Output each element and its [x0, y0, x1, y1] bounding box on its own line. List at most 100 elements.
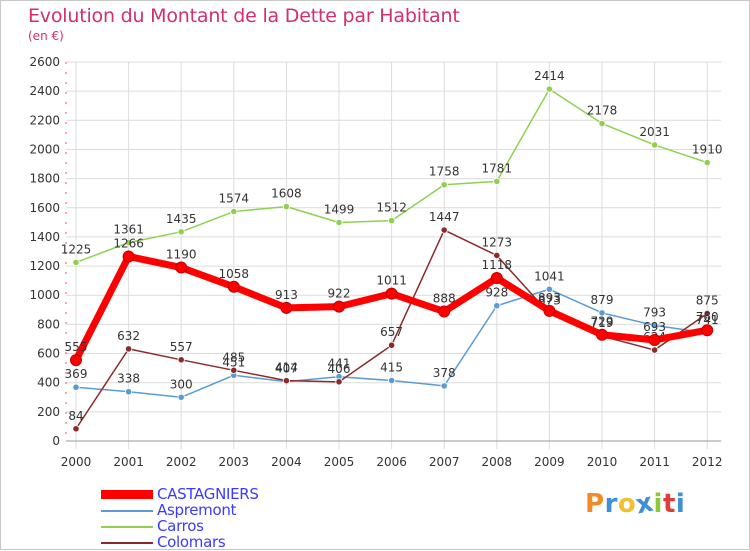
point-colomars-2008 — [493, 251, 501, 260]
point-colomars-2003 — [230, 366, 238, 374]
point-colomars-2005 — [335, 378, 343, 386]
point-castagniers-2005 — [333, 300, 345, 313]
point-carros-2006 — [387, 216, 396, 225]
y-tick-label-1600: 1600 — [29, 201, 60, 215]
data-label-colomars-2012: 875 — [696, 293, 719, 307]
point-carros-2009 — [545, 85, 554, 93]
point-asprement-2001 — [125, 388, 133, 396]
y-tick-label-1200: 1200 — [29, 259, 60, 273]
point-colomars-2012 — [703, 309, 711, 318]
x-tick-label-2007: 2007 — [429, 455, 460, 469]
x-tick-label-2010: 2010 — [587, 455, 618, 469]
legend-item-carros: Carros — [101, 518, 401, 535]
legend-swatch-castagniers — [101, 490, 153, 499]
point-castagniers-2002 — [175, 261, 188, 274]
data-label-carros-2011: 2031 — [639, 125, 670, 139]
x-tick-label-2000: 2000 — [61, 455, 92, 469]
logo-letter: t — [662, 489, 676, 519]
x-tick-label-2004: 2004 — [271, 455, 302, 469]
legend-swatch-colomars — [101, 542, 153, 544]
point-colomars-2011 — [650, 346, 659, 354]
point-castagniers-2004 — [280, 301, 293, 314]
x-tick-label-2003: 2003 — [219, 455, 250, 469]
data-label-asprement-2006: 415 — [380, 361, 403, 375]
logo-letter: P — [585, 489, 605, 519]
y-tick-label-1800: 1800 — [29, 172, 60, 186]
data-label-castagniers-2003: 1058 — [219, 267, 250, 281]
point-castagniers-2003 — [227, 280, 240, 293]
point-carros-2002 — [177, 228, 185, 236]
legend: CASTAGNIERS Aspremont Carros Colomars — [101, 485, 401, 551]
logo-letter: r — [604, 489, 618, 519]
x-tick-label-2001: 2001 — [113, 455, 144, 469]
data-label-castagniers-2009: 893 — [538, 291, 561, 305]
point-carros-2003 — [230, 207, 238, 216]
y-tick-label-400: 400 — [37, 376, 60, 390]
point-asprement-2009 — [545, 285, 554, 293]
point-castagniers-2008 — [490, 272, 503, 285]
x-tick-label-2005: 2005 — [324, 455, 355, 469]
data-label-carros-2012: 1910 — [692, 143, 723, 157]
x-tick-label-2002: 2002 — [166, 455, 197, 469]
data-label-carros-2006: 1512 — [376, 201, 407, 215]
point-castagniers-2000 — [70, 354, 82, 367]
chart-unit: (en €) — [28, 29, 64, 43]
point-carros-2005 — [335, 218, 343, 227]
x-tick-label-2009: 2009 — [534, 455, 565, 469]
legend-item-castagniers: CASTAGNIERS — [101, 485, 401, 503]
x-tick-label-2008: 2008 — [482, 455, 513, 469]
point-asprement-2010 — [598, 309, 606, 317]
point-carros-2012 — [703, 158, 711, 167]
point-carros-2008 — [493, 177, 501, 185]
legend-label-aspremont: Aspremont — [157, 501, 237, 519]
y-tick-label-0: 0 — [52, 434, 60, 448]
x-tick-label-2011: 2011 — [639, 455, 670, 469]
data-label-castagniers-2008: 1118 — [482, 258, 513, 272]
data-label-colomars-2008: 1273 — [482, 235, 513, 249]
legend-swatch-aspremont — [101, 510, 153, 512]
point-colomars-2000 — [72, 425, 80, 433]
data-label-castagniers-2002: 1190 — [166, 248, 197, 262]
data-label-colomars-2005: 406 — [328, 362, 351, 376]
data-label-castagniers-2005: 922 — [328, 287, 351, 301]
x-tick-label-2006: 2006 — [376, 455, 407, 469]
data-label-carros-2002: 1435 — [166, 212, 197, 226]
legend-label-colomars: Colomars — [157, 533, 226, 551]
data-label-colomars-2010: 719 — [591, 316, 614, 330]
data-label-carros-2009: 2414 — [534, 69, 565, 83]
point-asprement-2002 — [177, 393, 185, 401]
point-colomars-2004 — [282, 377, 290, 385]
data-label-asprement-2000: 369 — [65, 367, 88, 381]
point-asprement-2000 — [72, 383, 80, 391]
data-label-castagniers-2004: 913 — [275, 288, 298, 302]
point-castagniers-2010 — [596, 328, 608, 341]
proxiti-logo: Proxiti — [585, 488, 685, 521]
legend-swatch-carros — [101, 526, 153, 528]
data-label-castagniers-2006: 1011 — [376, 274, 407, 288]
y-tick-label-600: 600 — [37, 347, 60, 361]
data-label-colomars-2002: 557 — [170, 340, 193, 354]
data-label-castagniers-2011: 693 — [643, 320, 666, 334]
point-colomars-2002 — [177, 356, 185, 364]
y-tick-label-200: 200 — [37, 405, 60, 419]
point-carros-2007 — [440, 181, 448, 189]
point-asprement-2007 — [440, 382, 448, 390]
data-label-carros-2010: 2178 — [587, 104, 618, 118]
point-castagniers-2006 — [385, 287, 398, 300]
y-tick-label-800: 800 — [37, 317, 60, 331]
data-label-asprement-2008: 928 — [485, 286, 508, 300]
point-colomars-2001 — [125, 345, 133, 353]
point-carros-2004 — [282, 203, 290, 211]
data-label-castagniers-2000: 555 — [65, 340, 88, 354]
point-colomars-2007 — [440, 226, 448, 234]
x-tick-label-2012: 2012 — [692, 455, 723, 469]
logo-letter: i — [653, 489, 663, 519]
data-label-carros-2007: 1758 — [429, 165, 460, 179]
point-carros-2001 — [125, 239, 133, 247]
data-label-carros-2003: 1574 — [219, 192, 250, 206]
legend-label-castagniers: CASTAGNIERS — [157, 485, 259, 503]
data-label-colomars-2003: 485 — [222, 350, 245, 364]
point-colomars-2006 — [387, 341, 396, 349]
